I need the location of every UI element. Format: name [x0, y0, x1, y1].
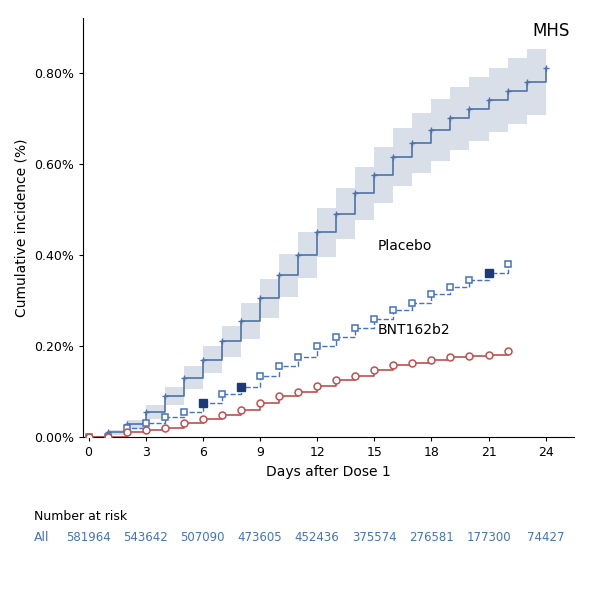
Text: 473605: 473605: [237, 531, 282, 544]
Text: Number at risk: Number at risk: [34, 510, 127, 523]
Text: 581964: 581964: [66, 531, 111, 544]
Y-axis label: Cumulative incidence (%): Cumulative incidence (%): [14, 138, 28, 317]
Text: BNT162b2: BNT162b2: [378, 324, 451, 337]
Text: 276581: 276581: [409, 531, 454, 544]
Text: 452436: 452436: [295, 531, 339, 544]
Text: All: All: [34, 531, 49, 544]
Text: 375574: 375574: [352, 531, 397, 544]
Text: 74427: 74427: [527, 531, 564, 544]
Text: Placebo: Placebo: [378, 240, 432, 254]
Text: 543642: 543642: [123, 531, 168, 544]
Text: MHS: MHS: [532, 22, 570, 41]
Text: 177300: 177300: [466, 531, 511, 544]
X-axis label: Days after Dose 1: Days after Dose 1: [266, 464, 391, 479]
Text: 507090: 507090: [181, 531, 225, 544]
